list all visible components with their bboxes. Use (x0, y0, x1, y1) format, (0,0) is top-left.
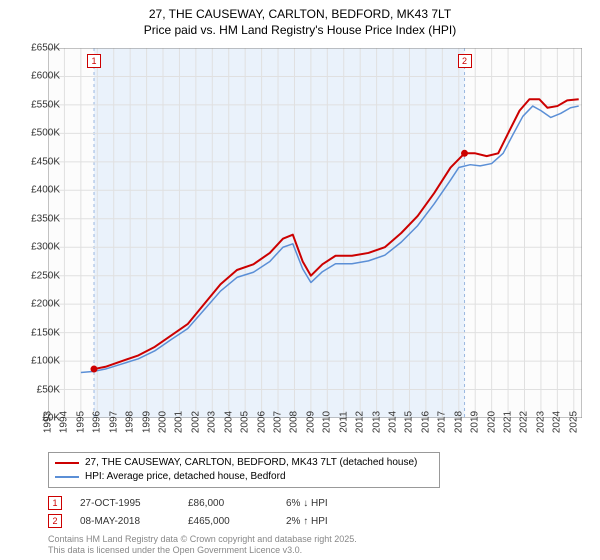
xtick-label: 2000 (158, 411, 169, 433)
xtick-label: 2012 (355, 411, 366, 433)
legend-swatch-0 (55, 462, 79, 464)
dp-price-0: £86,000 (188, 498, 268, 509)
xtick-label: 2015 (404, 411, 415, 433)
ytick-label: £300K (16, 242, 60, 253)
xtick-label: 2023 (535, 411, 546, 433)
xtick-label: 2019 (470, 411, 481, 433)
dp-delta-1: 2% ↑ HPI (286, 516, 356, 527)
dp-price-1: £465,000 (188, 516, 268, 527)
xtick-label: 1997 (108, 411, 119, 433)
dp-delta-0: 6% ↓ HPI (286, 498, 356, 509)
legend: 27, THE CAUSEWAY, CARLTON, BEDFORD, MK43… (48, 452, 440, 488)
footer-line1: Contains HM Land Registry data © Crown c… (48, 534, 357, 545)
ytick-label: £400K (16, 185, 60, 196)
xtick-label: 2025 (568, 411, 579, 433)
ytick-label: £500K (16, 128, 60, 139)
datapoint-row-1: 2 08-MAY-2018 £465,000 2% ↑ HPI (48, 512, 356, 530)
ytick-label: £150K (16, 327, 60, 338)
xtick-label: 2016 (420, 411, 431, 433)
xtick-label: 2004 (223, 411, 234, 433)
xtick-label: 2005 (240, 411, 251, 433)
chart-container: 27, THE CAUSEWAY, CARLTON, BEDFORD, MK43… (0, 0, 600, 560)
xtick-label: 2001 (174, 411, 185, 433)
chart-marker-2: 2 (458, 54, 472, 68)
xtick-label: 2020 (486, 411, 497, 433)
title-block: 27, THE CAUSEWAY, CARLTON, BEDFORD, MK43… (0, 0, 600, 38)
xtick-label: 2002 (190, 411, 201, 433)
xtick-label: 2007 (273, 411, 284, 433)
ytick-label: £250K (16, 270, 60, 281)
legend-label-1: HPI: Average price, detached house, Bedf… (85, 470, 286, 484)
xtick-label: 2006 (256, 411, 267, 433)
legend-row-1: HPI: Average price, detached house, Bedf… (55, 470, 433, 484)
dp-date-0: 27-OCT-1995 (80, 498, 170, 509)
xtick-label: 2009 (305, 411, 316, 433)
ytick-label: £50K (16, 384, 60, 395)
chart-area (48, 48, 582, 418)
ytick-label: £600K (16, 71, 60, 82)
footer: Contains HM Land Registry data © Crown c… (48, 534, 357, 556)
ytick-label: £100K (16, 356, 60, 367)
xtick-label: 1996 (92, 411, 103, 433)
xtick-label: 2024 (552, 411, 563, 433)
legend-row-0: 27, THE CAUSEWAY, CARLTON, BEDFORD, MK43… (55, 456, 433, 470)
xtick-label: 2022 (519, 411, 530, 433)
datapoint-row-0: 1 27-OCT-1995 £86,000 6% ↓ HPI (48, 494, 356, 512)
ytick-label: £200K (16, 299, 60, 310)
xtick-label: 1993 (43, 411, 54, 433)
legend-label-0: 27, THE CAUSEWAY, CARLTON, BEDFORD, MK43… (85, 456, 417, 470)
xtick-label: 2014 (388, 411, 399, 433)
ytick-label: £650K (16, 43, 60, 54)
title-line1: 27, THE CAUSEWAY, CARLTON, BEDFORD, MK43… (0, 6, 600, 22)
marker-label-2: 2 (48, 514, 62, 528)
footer-line2: This data is licensed under the Open Gov… (48, 545, 357, 556)
ytick-label: £450K (16, 156, 60, 167)
xtick-label: 2003 (207, 411, 218, 433)
datapoints-table: 1 27-OCT-1995 £86,000 6% ↓ HPI 2 08-MAY-… (48, 494, 356, 530)
xtick-label: 2021 (503, 411, 514, 433)
ytick-label: £550K (16, 99, 60, 110)
dp-date-1: 08-MAY-2018 (80, 516, 170, 527)
xtick-label: 2011 (338, 411, 349, 433)
xtick-label: 2013 (371, 411, 382, 433)
xtick-label: 2008 (289, 411, 300, 433)
xtick-label: 1998 (125, 411, 136, 433)
marker-label-1: 1 (48, 496, 62, 510)
xtick-label: 2017 (437, 411, 448, 433)
xtick-label: 2018 (453, 411, 464, 433)
xtick-label: 1994 (59, 411, 70, 433)
legend-swatch-1 (55, 476, 79, 478)
title-line2: Price paid vs. HM Land Registry's House … (0, 22, 600, 38)
xtick-label: 1999 (141, 411, 152, 433)
xtick-label: 2010 (322, 411, 333, 433)
xtick-label: 1995 (75, 411, 86, 433)
chart-marker-1: 1 (87, 54, 101, 68)
ytick-label: £350K (16, 213, 60, 224)
plot-svg (48, 48, 582, 418)
